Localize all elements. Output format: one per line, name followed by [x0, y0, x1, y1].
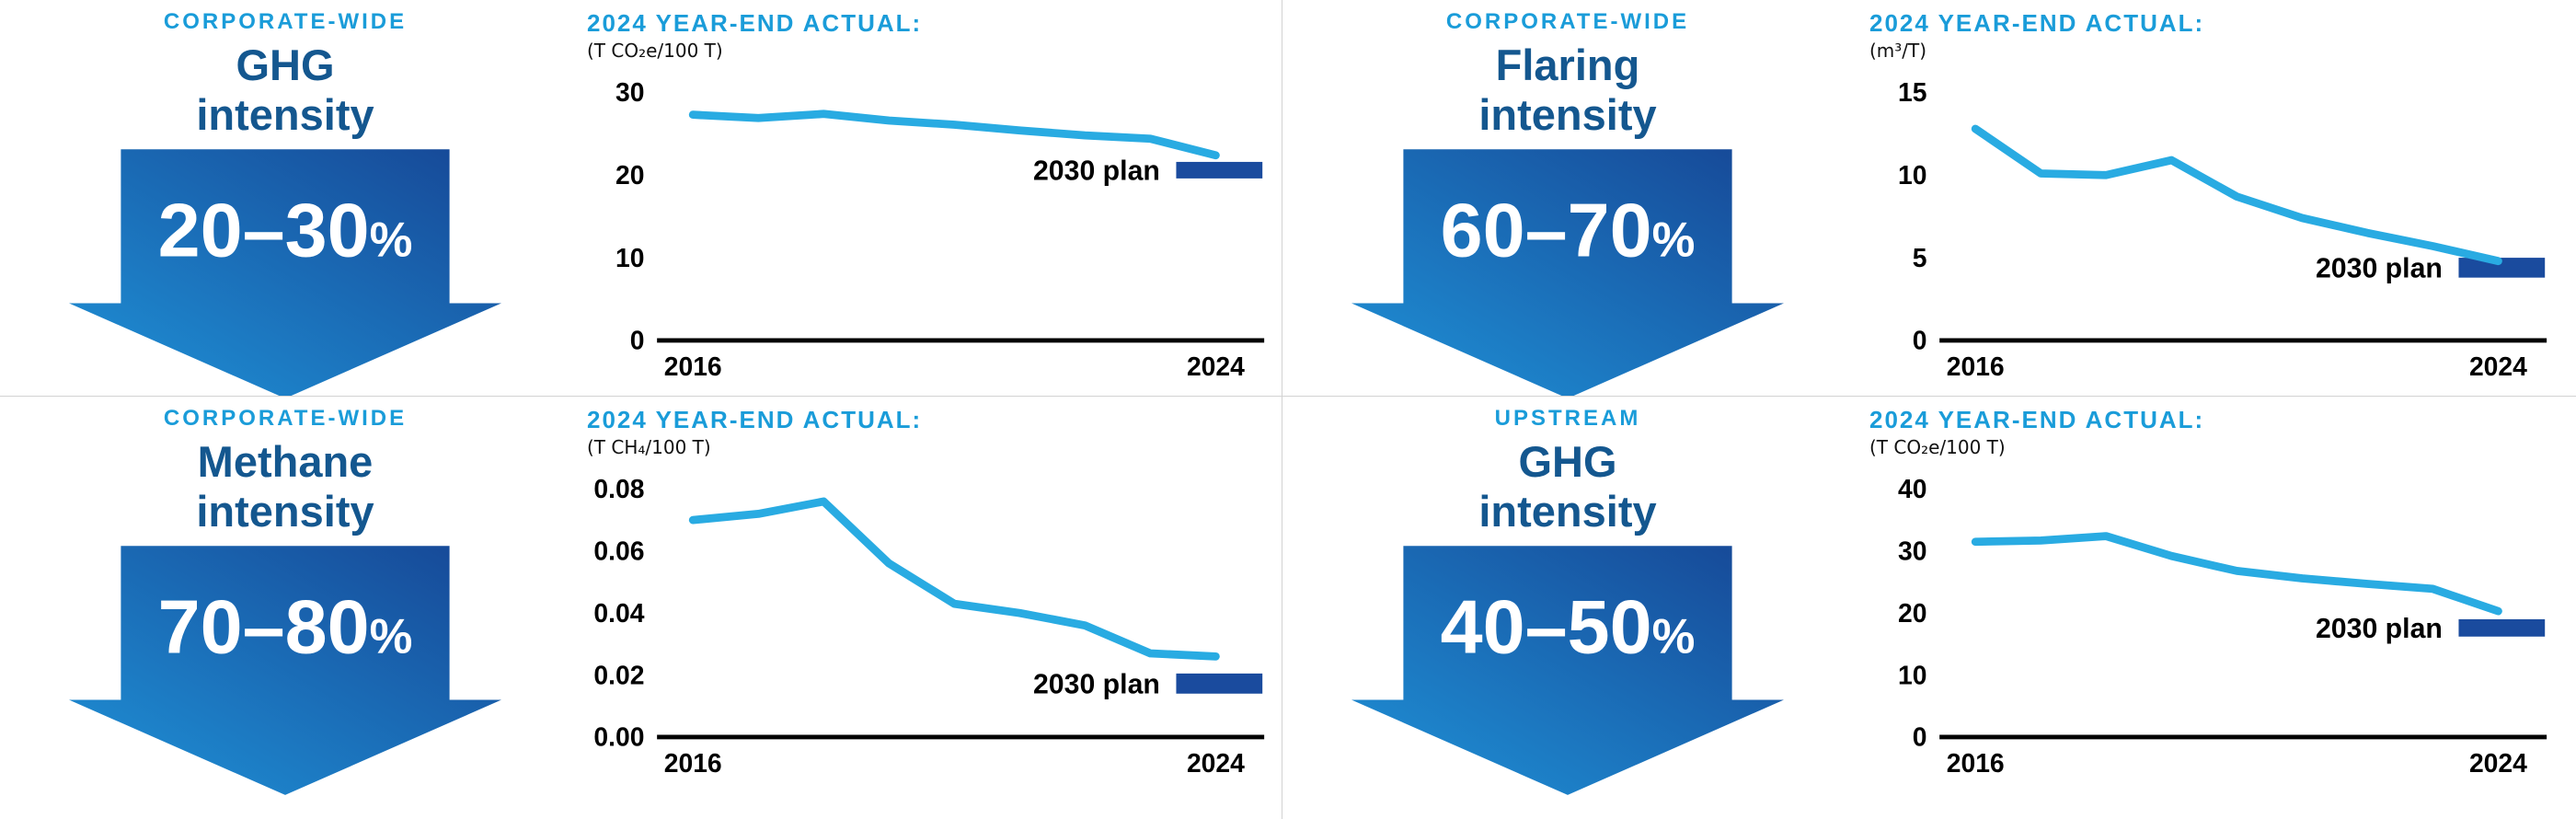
target-block: CORPORATE-WIDE Flaring intensity 60–70% — [1282, 0, 1853, 396]
x-tick-label: 2024 — [1187, 748, 1245, 778]
panel-title: GHG intensity — [196, 40, 374, 140]
y-tick-label: 0.02 — [593, 660, 644, 689]
plan-2030-label: 2030 plan — [2316, 614, 2443, 644]
x-tick-label: 2024 — [2469, 352, 2527, 381]
down-arrow-icon: 40–50% — [1351, 546, 1784, 796]
x-tick-label: 2016 — [664, 352, 722, 381]
plan-2030-bar — [1176, 161, 1263, 179]
trend-line — [1971, 124, 2502, 266]
x-tick-label: 2016 — [1947, 352, 2005, 381]
y-tick-label: 10 — [1898, 160, 1926, 190]
flaring-intensity-chart: 0 5 10 15 2016 2024 2030 plan — [1898, 77, 2547, 381]
trend-line — [688, 110, 1220, 160]
panel-category: UPSTREAM — [1494, 406, 1641, 431]
chart-header: 2024 YEAR-END ACTUAL: — [587, 9, 923, 37]
down-arrow-icon: 20–30% — [69, 149, 501, 396]
y-tick-label: 0 — [1913, 326, 1927, 355]
plan-2030-bar — [2458, 258, 2546, 278]
chart-block: 2024 YEAR-END ACTUAL: (T CH₄/100 T) 0.00… — [570, 397, 1282, 819]
panel-title: Flaring intensity — [1478, 40, 1657, 140]
ghg-intensity-chart: 0 10 20 30 2016 2024 2030 plan — [615, 77, 1265, 381]
plan-2030-label: 2030 plan — [1033, 156, 1160, 187]
chart-unit: (T CO₂e/100 T) — [587, 40, 723, 62]
plan-2030-label: 2030 plan — [2316, 254, 2443, 284]
chart-header: 2024 YEAR-END ACTUAL: — [1869, 406, 2205, 433]
panel-title: Methane intensity — [196, 437, 374, 536]
x-tick-label: 2016 — [1947, 748, 2005, 778]
reduction-range: 60–70% — [1441, 188, 1696, 273]
down-arrow-shape — [69, 149, 501, 396]
y-tick-label: 0.06 — [593, 536, 644, 566]
reduction-arrow: 20–30% — [69, 149, 501, 396]
reduction-range-value: 60–70 — [1441, 188, 1652, 273]
x-tick-label: 2024 — [2469, 748, 2527, 778]
methane-intensity-chart: 0.00 0.02 0.04 0.06 0.08 2016 2024 2030 plan — [593, 474, 1265, 778]
percent-sign: % — [1652, 213, 1696, 268]
down-arrow-shape — [1351, 149, 1784, 396]
chart-header: 2024 YEAR-END ACTUAL: — [1869, 9, 2205, 37]
reduction-range-value: 20–30 — [158, 188, 370, 273]
y-tick-label: 10 — [1898, 660, 1926, 689]
panel-category: CORPORATE-WIDE — [163, 406, 408, 431]
reduction-arrow: 70–80% — [69, 546, 501, 797]
chart-unit: (m³/T) — [1869, 40, 1927, 62]
y-tick-label: 20 — [615, 160, 644, 190]
upstream-ghg-intensity-chart: 0 10 20 30 40 2016 2024 2030 plan — [1898, 474, 2547, 778]
panel-category: CORPORATE-WIDE — [1445, 9, 1690, 34]
y-tick-label: 40 — [1898, 474, 1926, 503]
y-tick-label: 20 — [1898, 598, 1926, 628]
chart-block: 2024 YEAR-END ACTUAL: (T CO₂e/100 T) 0 10… — [1853, 397, 2576, 819]
plan-2030-label: 2030 plan — [1033, 670, 1160, 700]
reduction-range: 70–80% — [158, 584, 413, 670]
trend-line — [1971, 532, 2502, 616]
target-block: CORPORATE-WIDE GHG intensity 20–30% — [0, 0, 570, 396]
y-tick-label: 0 — [1913, 722, 1927, 752]
panel-corporate-ghg-intensity: CORPORATE-WIDE GHG intensity 20–30% 2024… — [0, 0, 1282, 396]
panel-title: GHG intensity — [1478, 437, 1657, 536]
reduction-range: 40–50% — [1441, 584, 1696, 670]
y-tick-label: 10 — [615, 243, 644, 272]
chart-unit: (T CH₄/100 T) — [587, 436, 711, 458]
chart-block: 2024 YEAR-END ACTUAL: (T CO₂e/100 T) 0 10… — [570, 0, 1282, 396]
y-tick-label: 0.08 — [593, 474, 644, 503]
panel-category: CORPORATE-WIDE — [163, 9, 408, 34]
plan-2030-bar — [2458, 618, 2546, 637]
x-tick-label: 2016 — [664, 748, 722, 778]
y-tick-label: 30 — [1898, 536, 1926, 566]
y-tick-label: 0.04 — [593, 598, 644, 628]
reduction-range: 20–30% — [158, 188, 413, 273]
panel-flaring-intensity: CORPORATE-WIDE Flaring intensity 60–70% … — [1282, 0, 2576, 396]
percent-sign: % — [370, 213, 413, 268]
percent-sign: % — [370, 610, 413, 664]
y-tick-label: 0 — [630, 326, 645, 355]
x-tick-label: 2024 — [1187, 352, 1245, 381]
down-arrow-shape — [1351, 546, 1784, 796]
trend-line — [688, 497, 1220, 661]
y-tick-label: 15 — [1898, 77, 1926, 107]
down-arrow-icon: 60–70% — [1351, 149, 1784, 396]
chart-header: 2024 YEAR-END ACTUAL: — [587, 406, 923, 433]
down-arrow-shape — [69, 546, 501, 796]
y-tick-label: 30 — [615, 77, 644, 107]
y-tick-label: 0.00 — [593, 722, 644, 752]
percent-sign: % — [1652, 610, 1696, 664]
panel-methane-intensity: CORPORATE-WIDE Methane intensity 70–80% … — [0, 397, 1282, 819]
target-block: UPSTREAM GHG intensity 40–50% — [1282, 397, 1853, 819]
panel-upstream-ghg-intensity: UPSTREAM GHG intensity 40–50% 2024 YEAR-… — [1282, 397, 2576, 819]
reduction-range-value: 70–80 — [158, 584, 370, 670]
down-arrow-icon: 70–80% — [69, 546, 501, 796]
plan-2030-bar — [1176, 673, 1263, 694]
target-block: CORPORATE-WIDE Methane intensity 70–80% — [0, 397, 570, 819]
chart-block: 2024 YEAR-END ACTUAL: (m³/T) 0 5 10 15 2016 2… — [1853, 0, 2576, 396]
reduction-range-value: 40–50 — [1441, 584, 1652, 670]
y-tick-label: 5 — [1913, 243, 1927, 272]
chart-unit: (T CO₂e/100 T) — [1869, 436, 2006, 458]
reduction-arrow: 60–70% — [1351, 149, 1784, 396]
reduction-arrow: 40–50% — [1351, 546, 1784, 797]
